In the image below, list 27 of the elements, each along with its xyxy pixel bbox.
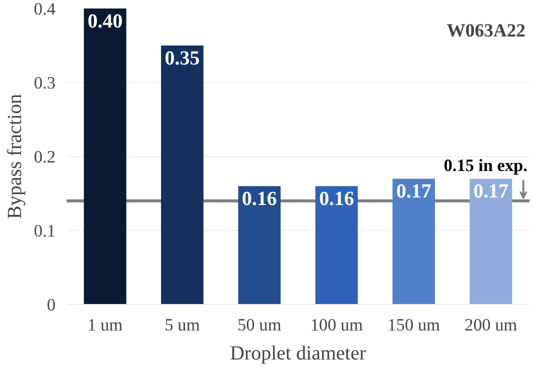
data-label: 0.16 bbox=[242, 188, 277, 210]
bar bbox=[392, 178, 435, 304]
x-tick-label: 1 um bbox=[88, 316, 124, 334]
x-tick-label: 200 um bbox=[464, 316, 518, 334]
bar bbox=[315, 186, 358, 304]
data-label: 0.17 bbox=[396, 180, 432, 203]
bar bbox=[470, 178, 512, 304]
y-tick-label: 0.2 bbox=[34, 148, 56, 166]
bar bbox=[161, 46, 204, 304]
x-tick-label: 5 um bbox=[164, 316, 200, 334]
data-label: 0.17 bbox=[473, 180, 508, 203]
bar bbox=[84, 8, 126, 304]
ref-line-label: 0.15 in exp. bbox=[444, 156, 528, 175]
y-tick-label: 0.3 bbox=[34, 74, 56, 92]
data-label: 0.16 bbox=[319, 188, 354, 210]
text: W063A22 bbox=[446, 20, 526, 42]
x-axis-title: Droplet diameter bbox=[230, 342, 366, 364]
x-tick-label: 50 um bbox=[238, 316, 282, 334]
x-tick-label: 100 um bbox=[310, 316, 364, 334]
x-tick-label: 150 um bbox=[388, 316, 441, 334]
bar bbox=[238, 186, 281, 304]
y-tick-label: 0 bbox=[46, 296, 56, 314]
y-tick-label: 0.1 bbox=[34, 222, 56, 240]
data-label: 0.35 bbox=[164, 48, 200, 70]
y-tick-label: 0.4 bbox=[34, 0, 56, 18]
data-label: 0.40 bbox=[88, 10, 123, 32]
y-axis-title: Bypass fraction bbox=[4, 94, 26, 219]
